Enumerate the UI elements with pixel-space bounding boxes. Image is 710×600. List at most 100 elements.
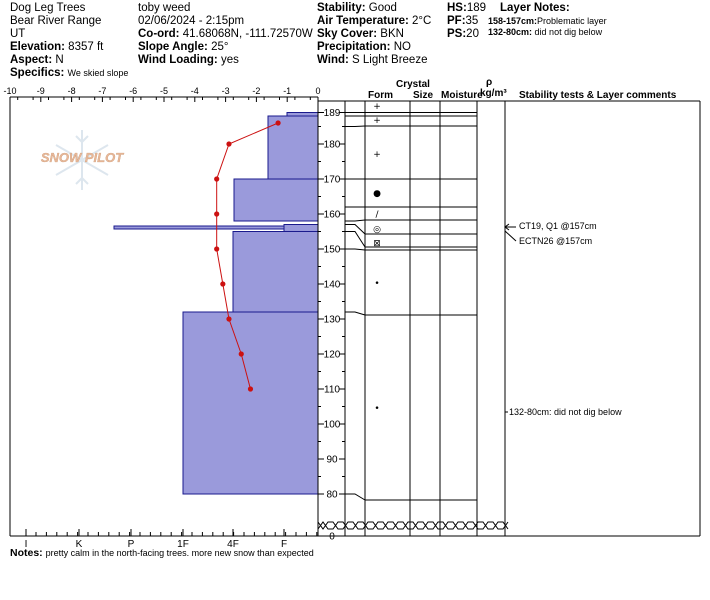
observation-datetime: 02/06/2024 - 2:15pm <box>138 15 245 27</box>
height-tick-label-8: 110 <box>324 385 340 396</box>
hardness-layer-5 <box>232 231 319 313</box>
comment-dig: 132-80cm: did not dig below <box>509 407 622 417</box>
temp-tick-label-6: -4 <box>191 86 199 96</box>
grain-form-1: + <box>373 116 381 126</box>
elevation-label: Elevation: <box>10 41 65 53</box>
temperature-point-7 <box>238 351 244 357</box>
layer-connector-10 <box>345 493 366 501</box>
ct-arrowhead <box>504 223 510 231</box>
watermark-text: SNOW PILOT <box>41 150 124 165</box>
temp-tick-label-9: -1 <box>283 86 291 96</box>
temp-tick-label-3: -7 <box>98 86 106 96</box>
hardness-layer-0 <box>286 112 319 117</box>
notes-label: Notes: <box>10 547 43 559</box>
elevation-value: 8357 ft <box>68 41 104 53</box>
layer-note-1-range: 158-157cm: <box>488 16 538 26</box>
height-tick-label-4: 150 <box>324 245 341 256</box>
layer-connector-2 <box>345 125 366 127</box>
temp-tick-label-2: -8 <box>68 86 76 96</box>
moisture-header: Moisture <box>441 90 483 101</box>
layer-connector-6 <box>345 224 366 235</box>
grain-form-7: • <box>374 279 379 289</box>
hardness-tick-label-4: 4F <box>227 539 239 550</box>
temp-tick-label-8: -2 <box>252 86 260 96</box>
grain-form-2: + <box>373 150 381 160</box>
temperature-point-2 <box>214 176 220 182</box>
slope-angle-value: 25° <box>211 41 229 53</box>
height-tick-label-2: 170 <box>324 175 341 186</box>
hardness-layer-1 <box>267 115 319 180</box>
temperature-point-5 <box>220 281 226 287</box>
location-name: Dog Leg Trees <box>10 2 86 14</box>
wind-loading-value: yes <box>220 54 239 66</box>
pf-value: 35 <box>465 15 479 27</box>
hardness-tick-label-2: P <box>128 539 135 550</box>
hardness-tick-label-0: I <box>25 539 28 550</box>
coord-label: Co-ord: <box>138 28 180 40</box>
aspect-label: Aspect: <box>10 54 53 66</box>
layer-note-1-text: Problematic layer <box>537 16 607 26</box>
axis-break-top <box>317 521 509 530</box>
layer-connector-8 <box>345 248 366 251</box>
hs-label: HS: <box>447 2 467 14</box>
hardness-tick-label-5: F <box>281 539 287 550</box>
air-temperature-value: 2°C <box>412 15 432 27</box>
temp-tick-label-1: -9 <box>37 86 45 96</box>
hardness-layer-4 <box>283 224 319 232</box>
grain-form-0: + <box>373 102 381 112</box>
sky-cover-value: BKN <box>380 28 404 40</box>
temp-tick-label-10: 0 <box>315 86 320 96</box>
height-tick-label-6: 130 <box>324 315 341 326</box>
snowpilot-watermark-icon <box>55 130 109 190</box>
layer-connector-9 <box>345 311 366 316</box>
notes-value: pretty calm in the north-facing trees. m… <box>45 548 314 558</box>
hardness-layer-2 <box>233 178 319 222</box>
hardness-tick-label-1: K <box>76 539 83 550</box>
grain-form-6: ⊠ <box>373 239 381 249</box>
specifics-value: We skied slope <box>67 68 129 78</box>
axis-break-bottom <box>317 521 509 530</box>
comment-ct: CT19, Q1 @157cm <box>519 221 597 231</box>
specifics-label: Specifics: <box>10 67 65 79</box>
comments-header: Stability tests & Layer comments <box>519 90 677 101</box>
temp-tick-label-0: -10 <box>3 86 16 96</box>
hs-value: 189 <box>466 2 486 14</box>
aspect-value: N <box>55 54 64 66</box>
form-header: Form <box>368 90 393 101</box>
temperature-point-3 <box>214 211 220 217</box>
coord-value: 41.68068N, -111.72570W <box>182 28 313 40</box>
grain-form-4: / <box>375 210 379 220</box>
temperature-point-0 <box>275 120 281 126</box>
crystal-header: Crystal <box>396 79 430 90</box>
layer-note-2-range: 132-80cm: <box>488 27 533 37</box>
height-tick-label-9: 100 <box>324 420 341 431</box>
precipitation-value: NO <box>393 41 411 53</box>
temperature-point-1 <box>226 141 232 147</box>
stability-label: Stability: <box>317 2 366 14</box>
mountain-range: Bear River Range <box>10 15 102 27</box>
height-tick-label-0: 189 <box>324 108 341 119</box>
hardness-layer-6 <box>182 311 319 495</box>
temperature-point-4 <box>214 246 220 252</box>
pf-label: PF: <box>447 15 466 27</box>
slope-angle-label: Slope Angle: <box>138 41 208 53</box>
height-tick-label-5: 140 <box>324 280 341 291</box>
height-tick-label-12: 0 <box>329 532 335 543</box>
height-tick-label-3: 160 <box>324 210 341 221</box>
layer-notes-label: Layer Notes: <box>500 2 570 14</box>
hardness-tick-label-3: 1F <box>177 539 189 550</box>
temp-tick-label-7: -3 <box>222 86 230 96</box>
ps-label: PS: <box>447 28 467 40</box>
observer: toby weed <box>138 2 191 14</box>
rho-header: ρ <box>486 77 493 88</box>
layer-connector-7 <box>345 231 366 248</box>
ectn-arrow <box>504 230 517 242</box>
grain-form-3: ● <box>373 189 381 199</box>
height-tick-label-10: 90 <box>326 455 338 466</box>
state: UT <box>10 28 26 40</box>
precipitation-label: Precipitation: <box>317 41 391 53</box>
stability-value: Good <box>368 2 397 14</box>
temp-tick-label-5: -5 <box>160 86 168 96</box>
grain-form-5: ◎ <box>373 225 381 235</box>
